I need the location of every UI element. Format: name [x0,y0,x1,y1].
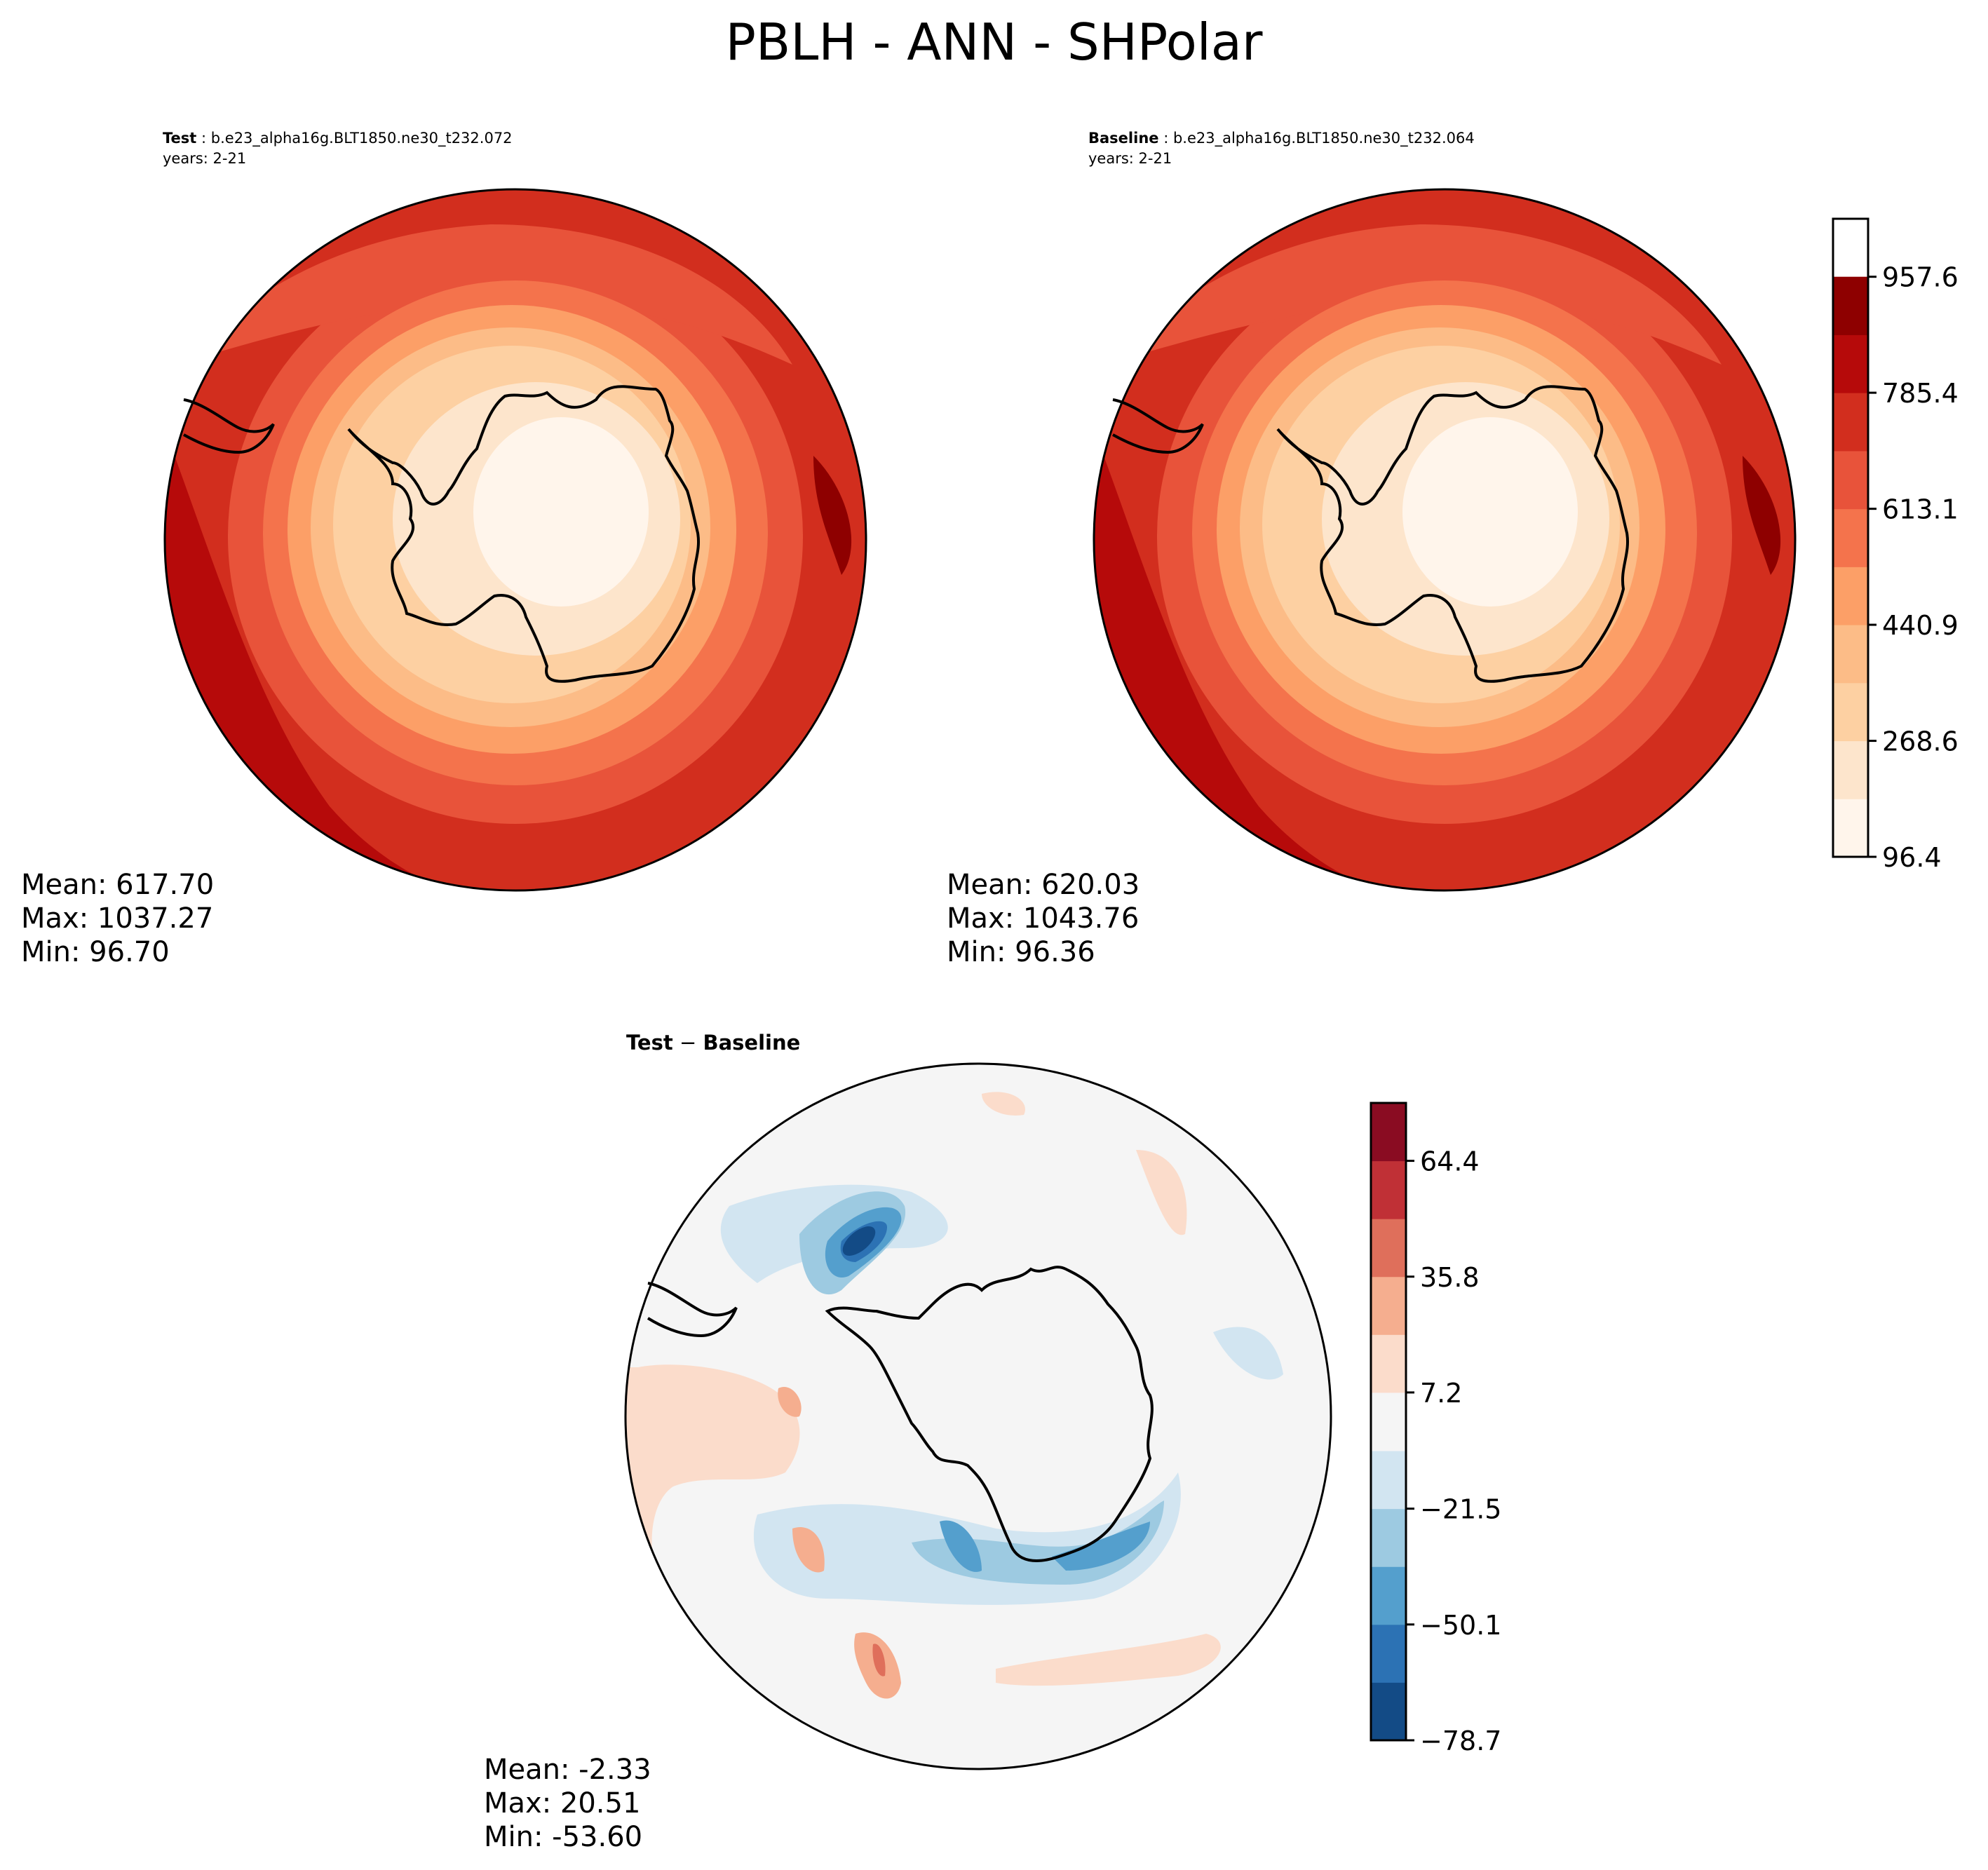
absolute-colorbar-segment [1833,334,1868,393]
difference-colorbar-tick-label: −78.7 [1420,1726,1501,1756]
absolute-colorbar-segment [1833,450,1868,510]
absolute-colorbar-segment [1833,393,1868,452]
difference-colorbar-tick-label: 35.8 [1420,1262,1480,1293]
absolute-colorbar-segment [1833,567,1868,625]
test-label: Test [163,130,197,147]
absolute-colorbar-tick-label: 440.9 [1882,610,1959,641]
diff-max: Max: 20.51 [484,1787,641,1820]
baseline-case-name: b.e23_alpha16g.BLT1850.ne30_t232.064 [1172,130,1475,147]
diff-title: Test − Baseline [626,1031,800,1055]
baseline-years: years: 2-21 [1088,150,1172,167]
difference-colorbar-segment [1371,1682,1406,1741]
test-mean: Mean: 617.70 [21,869,215,901]
difference-colorbar-segment [1371,1219,1406,1278]
test-years: years: 2-21 [163,150,247,167]
test-case-name: b.e23_alpha16g.BLT1850.ne30_t232.072 [210,130,513,147]
test-max: Max: 1037.27 [21,902,214,935]
difference-colorbar-segment [1371,1566,1406,1625]
diff-min: Min: -53.60 [484,1821,643,1853]
baseline-case-header: Baseline : b.e23_alpha16g.BLT1850.ne30_t… [1088,128,1475,169]
difference-colorbar-segment [1371,1624,1406,1683]
diff-title-test: Test [626,1031,673,1055]
absolute-colorbar-tick-label: 268.6 [1882,726,1959,757]
absolute-colorbar-tick-label: 96.4 [1882,842,1942,873]
difference-colorbar-segment [1371,1160,1406,1219]
difference-colorbar-frame [1370,1102,1407,1742]
difference-colorbar-segment [1371,1451,1406,1510]
absolute-colorbar-segment [1833,740,1868,799]
baseline-max: Max: 1043.76 [947,902,1140,935]
baseline-map-border [1093,188,1797,892]
diff-title-minus: − [672,1031,703,1055]
absolute-colorbar-tick-label: 957.6 [1882,262,1959,293]
difference-colorbar-segment [1371,1508,1406,1567]
baseline-colon: : [1158,130,1173,147]
test-colon: : [196,130,211,147]
baseline-mean: Mean: 620.03 [947,869,1140,901]
baseline-min: Min: 96.36 [947,936,1095,968]
figure-title: PBLH - ANN - SHPolar [725,13,1263,72]
diff-stats: Mean: -2.33 Max: 20.51 Min: -53.60 [484,1753,651,1854]
absolute-colorbar-segment [1833,508,1868,567]
test-case-header: Test : b.e23_alpha16g.BLT1850.ne30_t232.… [163,128,513,169]
baseline-label: Baseline [1088,130,1159,147]
absolute-colorbar-segment [1833,682,1868,742]
difference-colorbar-tick-label: 64.4 [1420,1146,1480,1177]
absolute-colorbar-segment [1833,276,1868,335]
difference-colorbar-segment [1371,1276,1406,1335]
test-stats: Mean: 617.70 Max: 1037.27 Min: 96.70 [21,868,214,969]
diff-map-border [624,1062,1332,1770]
difference-colorbar-segment [1371,1392,1406,1451]
diff-mean: Mean: -2.33 [484,1754,651,1786]
absolute-colorbar-tick-label: 785.4 [1882,378,1959,409]
absolute-colorbar-frame [1832,217,1869,858]
difference-colorbar-tick-label: −21.5 [1420,1494,1501,1525]
difference-colorbar-segment [1371,1334,1406,1393]
absolute-colorbar-segment [1833,799,1868,858]
difference-colorbar-tick-label: −50.1 [1420,1610,1501,1641]
difference-colorbar-tick-label: 7.2 [1420,1378,1462,1409]
absolute-colorbar-tick-label: 613.1 [1882,494,1959,525]
absolute-colorbar: 96.4 268.6 440.9 613.1 785.4 957.6 [1832,217,1959,873]
diff-map [624,1062,1332,1770]
test-map-border [163,188,867,892]
baseline-map [1093,188,1797,892]
diff-title-baseline: Baseline [703,1031,801,1055]
difference-colorbar: −78.7 −50.1 −21.5 7.2 35.8 64.4 [1370,1102,1501,1756]
test-map [163,188,867,892]
difference-colorbar-segment [1371,1103,1406,1162]
test-min: Min: 96.70 [21,936,170,968]
absolute-colorbar-segment [1833,625,1868,684]
baseline-stats: Mean: 620.03 Max: 1043.76 Min: 96.36 [947,868,1140,969]
